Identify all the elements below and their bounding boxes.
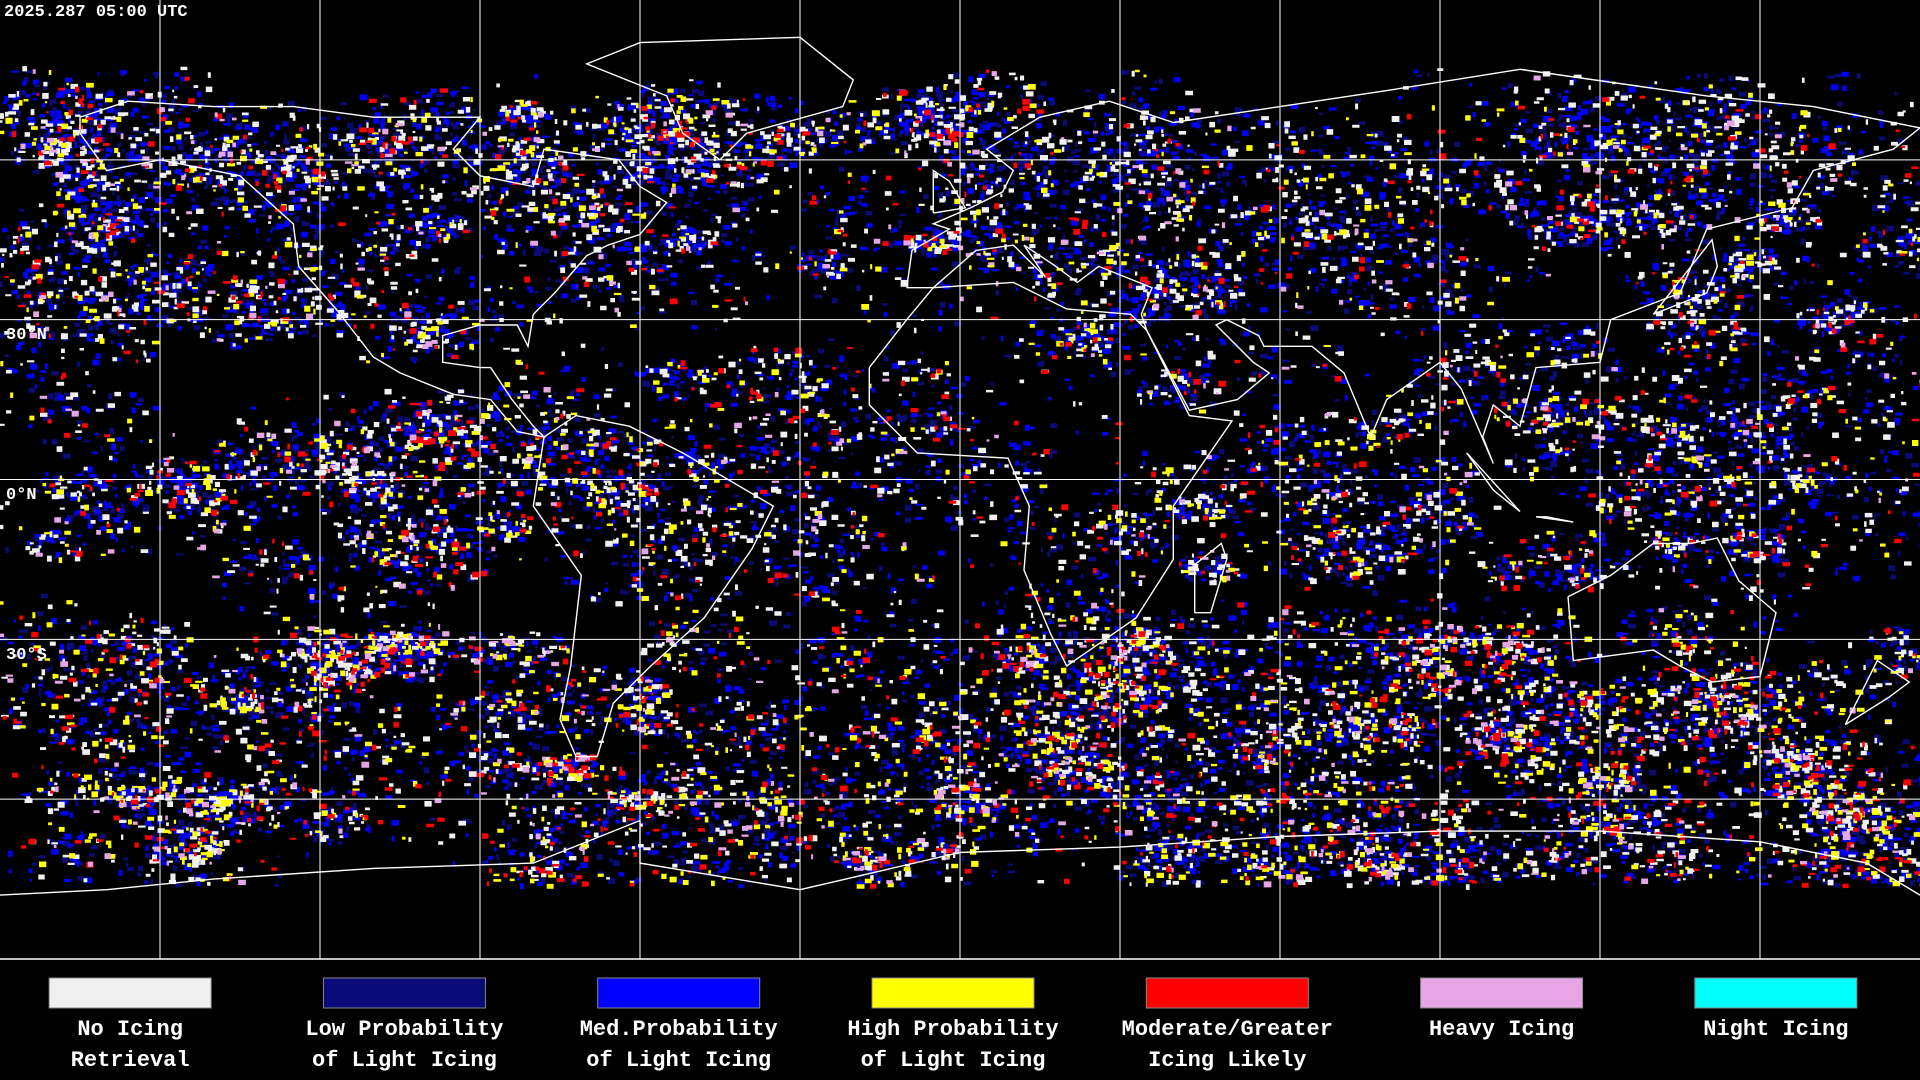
latitude-label: 0°N xyxy=(6,486,37,505)
legend-label: Retrieval xyxy=(71,1048,190,1073)
legend-label: Low Probability xyxy=(305,1017,503,1042)
timestamp: 2025.287 05:00 UTC xyxy=(4,3,188,22)
legend: No Icing Retrieval Low Probability of Light… xyxy=(48,977,1858,1073)
coastline xyxy=(868,281,1234,668)
legend-label: High Probability xyxy=(847,1017,1058,1042)
coastline xyxy=(532,414,775,758)
coastline xyxy=(1535,516,1574,523)
coastline xyxy=(1466,452,1521,513)
coastline xyxy=(584,36,855,161)
legend-swatch xyxy=(1145,977,1309,1009)
coastline xyxy=(1567,537,1777,683)
legend-swatch xyxy=(597,977,761,1009)
legend-label: No Icing xyxy=(77,1017,183,1042)
latitude-label: 30°N xyxy=(6,326,47,345)
legend-label: Heavy Icing xyxy=(1429,1017,1574,1042)
legend-label: of Light Icing xyxy=(586,1048,771,1073)
legend-label: Med.Probability xyxy=(580,1017,778,1042)
legend-label: Night Icing xyxy=(1703,1017,1848,1042)
coastline xyxy=(932,169,967,214)
graticule xyxy=(0,0,1920,959)
coastlines xyxy=(0,36,1920,896)
legend-swatch xyxy=(1420,977,1584,1009)
legend-label: of Light Icing xyxy=(312,1048,497,1073)
legend-swatch xyxy=(871,977,1035,1009)
legend-label: Moderate/Greater xyxy=(1122,1017,1333,1042)
legend-swatch xyxy=(48,977,212,1009)
coastline xyxy=(0,819,1920,896)
legend-swatch xyxy=(322,977,486,1009)
coastline xyxy=(1193,542,1228,614)
coastline xyxy=(79,100,668,439)
latitude-label: 30°S xyxy=(6,646,47,665)
coastline xyxy=(1652,238,1719,315)
legend-label: of Light Icing xyxy=(861,1048,1046,1073)
legend-swatch xyxy=(1694,977,1858,1009)
coastline xyxy=(1844,659,1911,726)
legend-label: Icing Likely xyxy=(1148,1048,1306,1073)
